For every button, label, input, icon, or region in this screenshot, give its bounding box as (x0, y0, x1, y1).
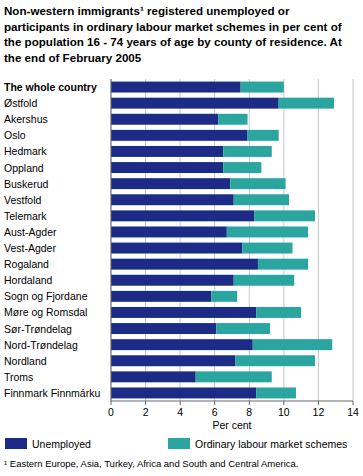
category-label: Vestfold (4, 194, 42, 206)
grid-line (353, 79, 354, 401)
category-label: Møre og Romsdal (4, 306, 87, 318)
bar (111, 307, 256, 318)
tick-label: 0 (108, 406, 114, 418)
tick (283, 401, 284, 405)
bar (253, 339, 333, 350)
footnote: ¹ Eastern Europe, Asia, Turkey, Africa a… (4, 458, 298, 469)
category-label: Hedmark (4, 145, 47, 157)
category-label: Oppland (4, 162, 44, 174)
axis-line (111, 79, 112, 401)
bar (111, 98, 279, 109)
tick (318, 401, 319, 405)
bar (223, 146, 271, 157)
bar (111, 275, 234, 286)
grid-line (283, 79, 284, 401)
legend-swatch (168, 438, 190, 449)
category-label: Rogaland (4, 258, 49, 270)
bar (111, 130, 248, 141)
tick-label: 8 (246, 406, 252, 418)
bar (223, 162, 261, 173)
grid-line (145, 79, 146, 401)
grid-line (180, 79, 181, 401)
tick-label: 2 (143, 406, 149, 418)
tick (145, 401, 146, 405)
bar (111, 210, 254, 221)
axis-label: Per cent (212, 419, 251, 431)
grid-line (249, 79, 250, 401)
tick-label: 12 (313, 406, 325, 418)
legend-label: Unemployed (32, 438, 91, 450)
tick-label: 6 (212, 406, 218, 418)
category-label: Akershus (4, 113, 48, 125)
bar (111, 178, 230, 189)
bar (111, 146, 223, 157)
legend-label: Ordinary labour market schemes (195, 438, 347, 450)
grid-line (111, 79, 112, 401)
category-label: Sogn og Fjordane (4, 290, 88, 302)
bar (211, 291, 237, 302)
category-label: Finnmark Finnmárku (4, 387, 100, 399)
bar (111, 259, 258, 270)
grid-line (214, 79, 215, 401)
category-label: Hordaland (4, 274, 53, 286)
tick (249, 401, 250, 405)
bar (216, 323, 270, 334)
tick (214, 401, 215, 405)
category-label: Telemark (4, 210, 47, 222)
bar (227, 226, 308, 237)
bar (111, 162, 223, 173)
bar (111, 387, 256, 398)
axis-line (111, 401, 353, 402)
bar (256, 307, 301, 318)
legend-item: Unemployed (5, 438, 91, 450)
bar (235, 355, 315, 366)
category-label: Oslo (4, 129, 26, 141)
bar (111, 243, 242, 254)
bar (279, 98, 334, 109)
chart: 0 2 4 6 8 10 12 14 The whole country Østfold Akers… (0, 0, 363, 476)
bar (256, 387, 296, 398)
category-label: Østfold (4, 97, 37, 109)
bar (234, 194, 289, 205)
bar (111, 291, 211, 302)
bar (241, 82, 284, 93)
bar (111, 339, 253, 350)
category-label: Aust-Agder (4, 226, 57, 238)
tick-label: 4 (177, 406, 183, 418)
tick-label: 14 (347, 406, 359, 418)
legend-swatch (5, 438, 27, 449)
category-label: The whole country (4, 81, 97, 93)
bar (258, 259, 308, 270)
bar (230, 178, 285, 189)
category-label: Nord-Trøndelag (4, 339, 78, 351)
title: Non-western immigrants¹ registered unemp… (4, 3, 356, 65)
bar (111, 82, 241, 93)
bar (254, 210, 315, 221)
category-label: Vest-Agder (4, 242, 56, 254)
bar (111, 355, 235, 366)
tick (180, 401, 181, 405)
bar (111, 114, 218, 125)
legend-item: Ordinary labour market schemes (168, 438, 347, 450)
category-label: Troms (4, 371, 33, 383)
category-label: Buskerud (4, 178, 49, 190)
bar (111, 371, 196, 382)
bar (234, 275, 295, 286)
bar (111, 323, 216, 334)
bar (218, 114, 247, 125)
bar (111, 194, 234, 205)
category-label: Nordland (4, 355, 47, 367)
tick (111, 401, 112, 405)
bars (111, 82, 334, 399)
tick (353, 401, 354, 405)
tick-label: 10 (278, 406, 290, 418)
bar (196, 371, 272, 382)
category-label: Sør-Trøndelag (4, 323, 72, 335)
grid-line (318, 79, 319, 401)
bar (242, 243, 292, 254)
bar (248, 130, 279, 141)
bar (111, 226, 227, 237)
